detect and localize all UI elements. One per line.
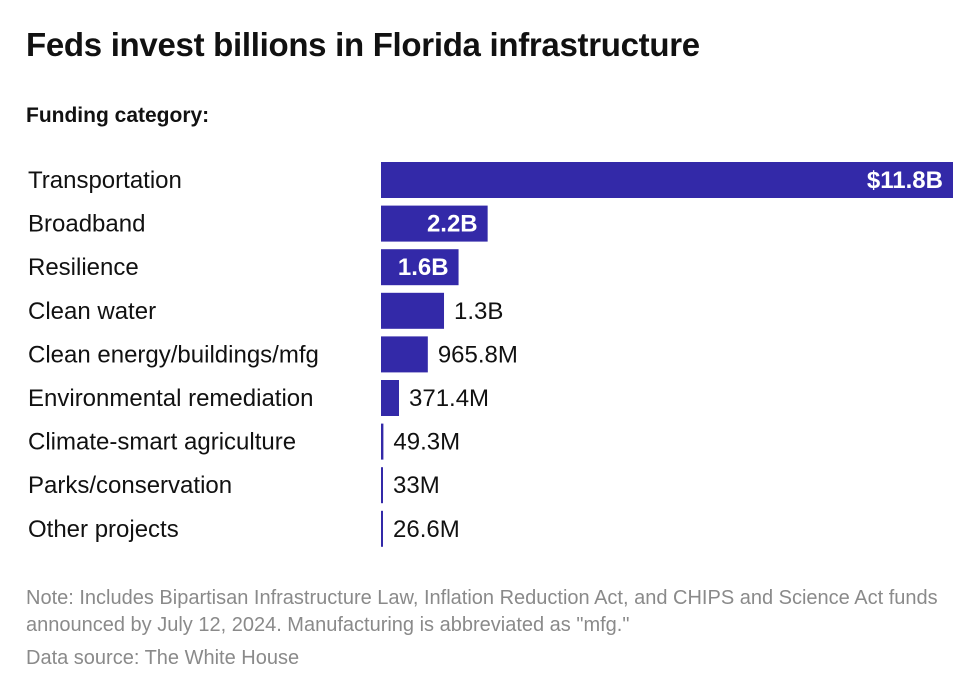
bar <box>381 162 953 198</box>
data-label: 371.4M <box>409 385 489 412</box>
data-label: 49.3M <box>393 429 460 456</box>
data-label: 33M <box>393 472 440 499</box>
category-label: Clean water <box>28 298 156 325</box>
bar <box>381 467 383 504</box>
category-label: Environmental remediation <box>28 385 313 412</box>
chart-subtitle: Funding category: <box>26 104 210 127</box>
data-source: Data source: The White House <box>26 647 300 669</box>
category-label: Transportation <box>28 167 182 194</box>
bar <box>381 292 445 329</box>
category-label: Broadband <box>28 211 145 238</box>
category-label: Other projects <box>28 516 179 543</box>
data-label: 2.2B <box>427 211 478 238</box>
data-label: 965.8M <box>438 341 518 368</box>
category-label: Climate-smart agriculture <box>28 429 296 456</box>
bar <box>381 336 428 373</box>
data-label: 26.6M <box>393 516 460 543</box>
bar <box>381 510 383 547</box>
category-label: Resilience <box>28 254 139 281</box>
chart-note: Note: Includes Bipartisan Infrastructure… <box>26 587 938 636</box>
bar <box>381 249 459 286</box>
bar <box>381 205 488 242</box>
chart-title: Feds invest billions in Florida infrastr… <box>26 26 700 63</box>
category-label: Parks/conservation <box>28 472 232 499</box>
data-label: 1.3B <box>454 298 503 325</box>
category-label: Clean energy/buildings/mfg <box>28 341 319 368</box>
data-label: $11.8B <box>867 167 943 194</box>
bar <box>381 423 384 460</box>
data-label: 1.6B <box>398 254 449 281</box>
bar-chart: Transportation $11.8B Broadband 2.2B Resilie… <box>28 162 953 547</box>
bar <box>381 380 400 416</box>
